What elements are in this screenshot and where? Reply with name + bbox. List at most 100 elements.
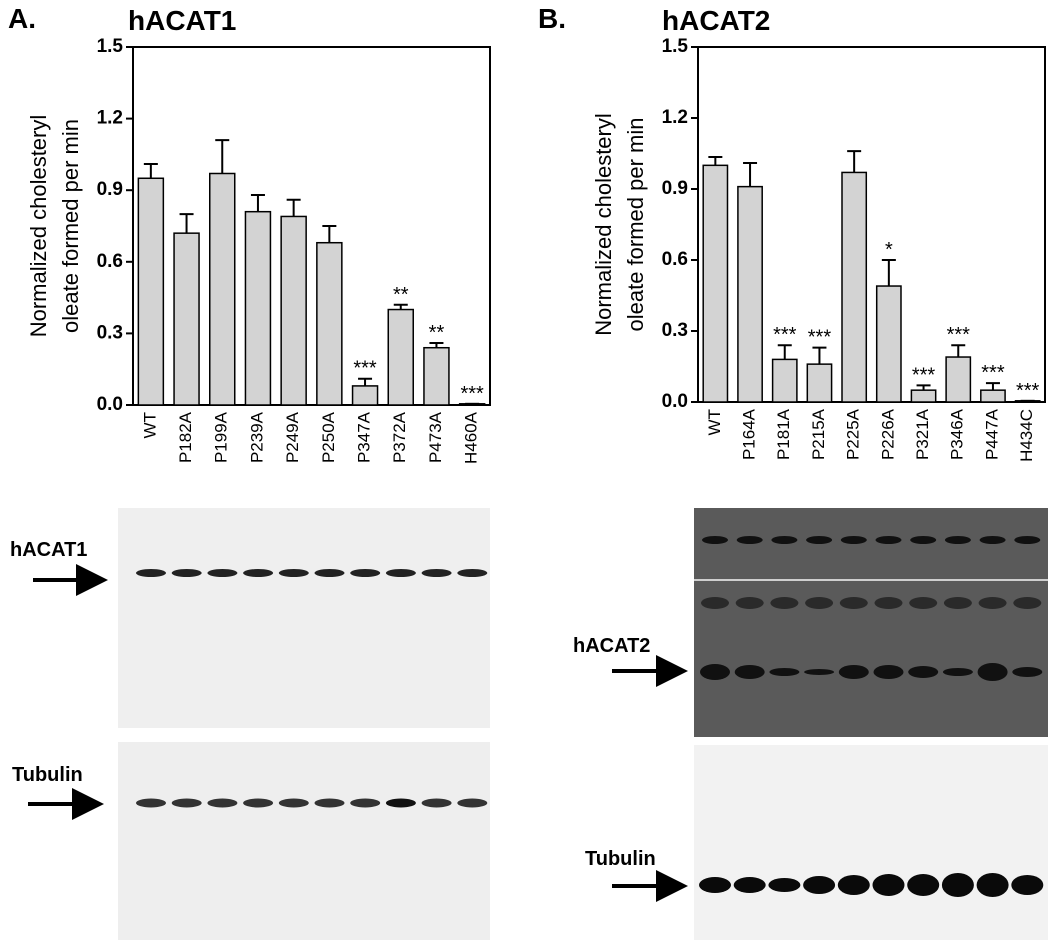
error-bar (812, 346, 827, 365)
error-bar (179, 213, 194, 234)
band (806, 536, 833, 544)
band (1014, 536, 1041, 544)
band (733, 877, 766, 893)
band (1011, 875, 1044, 895)
bar (737, 185, 763, 403)
band (804, 669, 835, 675)
x-tick-label: WT (705, 409, 724, 435)
significance: *** (808, 327, 832, 349)
bar (875, 285, 902, 403)
x-tick-label: P182A (176, 411, 195, 463)
band (837, 875, 870, 895)
y-axis-label: oleate formed per min (58, 119, 83, 333)
x-tick-label: P226A (878, 408, 897, 460)
error-bar (250, 193, 265, 212)
band (421, 798, 452, 808)
x-tick-label: H460A (462, 411, 481, 464)
band (840, 536, 867, 544)
x-tick-label: P239A (247, 411, 266, 463)
band (978, 597, 1007, 609)
y-tick-label: 1.5 (97, 36, 124, 57)
band (278, 569, 309, 577)
bar (173, 232, 200, 406)
y-tick-label: 1.5 (662, 36, 689, 57)
y-axis-label: Normalized cholesteryl (591, 113, 616, 336)
band (942, 668, 973, 676)
band (909, 597, 938, 609)
bar (280, 215, 307, 406)
chart-title: hACAT2 (662, 5, 770, 36)
x-tick-label: P447A (982, 408, 1001, 460)
band (873, 665, 904, 679)
band (136, 798, 166, 808)
bands (136, 536, 1044, 897)
band (908, 666, 939, 678)
x-tick-label: WT (140, 412, 159, 438)
x-tick-label: P372A (390, 411, 409, 463)
y-axis-label: Normalized cholesteryl (26, 115, 51, 338)
band (207, 798, 238, 808)
band (243, 569, 274, 577)
error-bar (708, 156, 723, 166)
y-tick-label: 0.9 (97, 179, 123, 200)
x-tick-label: P321A (913, 408, 932, 460)
band (910, 536, 937, 544)
band (699, 877, 731, 893)
band (977, 663, 1008, 681)
x-tick-label: P199A (212, 411, 231, 463)
band (1013, 597, 1042, 609)
band (171, 569, 202, 577)
bar (316, 241, 343, 406)
band (770, 597, 799, 609)
bar (244, 210, 272, 406)
significance: *** (353, 358, 377, 380)
error-bar (286, 198, 301, 217)
panel-label: A. (8, 3, 36, 34)
band (314, 569, 345, 577)
error-bar (881, 259, 896, 287)
blot-label: hACAT1 (10, 539, 87, 561)
blot (118, 742, 490, 940)
band (838, 665, 869, 679)
band (735, 597, 764, 609)
error-bar (916, 384, 931, 391)
band (874, 597, 903, 609)
bar (841, 171, 868, 403)
blot (694, 745, 1048, 940)
band (171, 798, 202, 808)
error-bar (777, 344, 792, 360)
band (700, 664, 730, 680)
x-tick-label: P225A (844, 408, 863, 460)
blot-label: Tubulin (585, 848, 656, 870)
error-bar (847, 150, 862, 173)
band (803, 876, 836, 894)
y-tick-label: 0.3 (662, 320, 688, 341)
band (457, 798, 488, 808)
y-axis-label: oleate formed per min (623, 118, 648, 332)
error-bar (429, 341, 444, 348)
blot (694, 508, 1048, 737)
band (941, 873, 974, 897)
band (872, 874, 905, 896)
y-tick-label: 0.0 (662, 391, 688, 412)
band (207, 569, 238, 577)
bar (351, 385, 379, 406)
error-bar (951, 344, 966, 358)
band (805, 597, 834, 609)
plot-frame (132, 46, 491, 406)
x-tick-label: H434C (1017, 409, 1036, 462)
band (734, 665, 765, 679)
y-tick-label: 0.6 (662, 249, 688, 270)
bar (387, 308, 414, 406)
bar (209, 172, 236, 406)
y-tick-label: 0.9 (662, 178, 688, 199)
band (976, 873, 1009, 897)
band (701, 597, 729, 609)
x-tick-label: P473A (426, 411, 445, 463)
band (943, 597, 972, 609)
bar (423, 346, 450, 406)
band (385, 569, 416, 577)
significance: *** (1016, 380, 1040, 402)
panel-label: B. (538, 3, 566, 34)
error-bar (393, 303, 408, 310)
